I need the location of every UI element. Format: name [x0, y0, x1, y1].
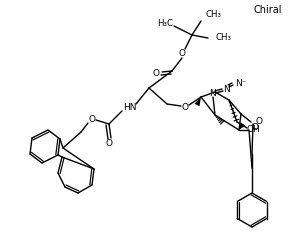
- Text: O: O: [182, 102, 188, 111]
- Text: N: N: [210, 88, 216, 98]
- Text: OH: OH: [246, 125, 260, 135]
- Polygon shape: [239, 122, 245, 130]
- Text: O: O: [251, 123, 258, 133]
- Text: O: O: [88, 114, 95, 123]
- Text: HN: HN: [123, 102, 137, 111]
- Text: H₃C: H₃C: [157, 20, 173, 28]
- Text: O: O: [255, 118, 262, 126]
- Text: O: O: [152, 69, 160, 77]
- Text: N: N: [224, 85, 230, 94]
- Polygon shape: [194, 97, 201, 106]
- Text: O: O: [106, 138, 112, 147]
- Text: Chiral: Chiral: [254, 5, 282, 15]
- Text: CH₃: CH₃: [216, 34, 232, 42]
- Text: CH₃: CH₃: [206, 11, 222, 20]
- Text: O: O: [178, 49, 185, 59]
- Text: N⁻: N⁻: [235, 78, 247, 87]
